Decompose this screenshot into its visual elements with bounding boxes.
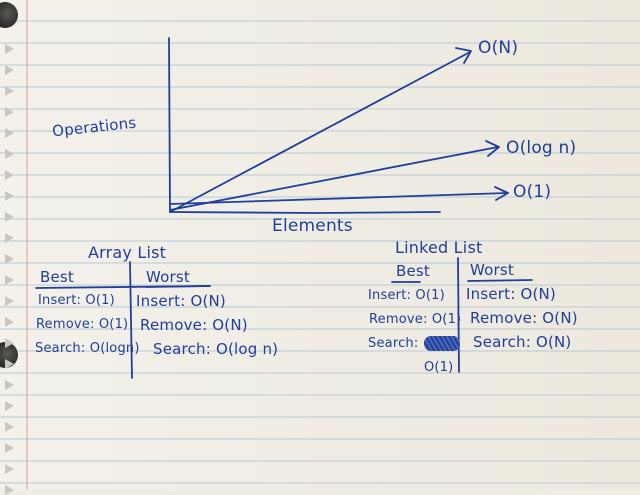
- array-worst-header: Worst: [146, 268, 190, 286]
- perforation-mark: [5, 44, 14, 54]
- linked-best-remove: Remove: O(1): [369, 312, 462, 327]
- linked-list-title: Linked List: [395, 238, 483, 257]
- perforation-mark: [5, 86, 14, 96]
- perforation-mark: [5, 65, 14, 75]
- scribbled-out-text: [424, 336, 460, 351]
- linked-column-divider: [457, 257, 460, 373]
- linked-worst-header: Worst: [470, 261, 514, 279]
- arrowhead-o-n: [455, 47, 472, 64]
- arrowhead-o-1: [494, 186, 509, 201]
- perforation-mark: [5, 275, 14, 285]
- margin-line: [26, 0, 28, 489]
- perforation-mark: [5, 191, 14, 201]
- perforation-mark: [5, 233, 14, 243]
- perforation-mark: [5, 317, 14, 327]
- x-axis-label: Elements: [272, 216, 353, 236]
- binder-hole: [0, 2, 18, 28]
- array-worst-insert: Insert: O(N): [136, 292, 226, 310]
- array-column-divider: [129, 261, 133, 379]
- perforation-mark: [5, 254, 14, 264]
- perforation-mark: [5, 359, 14, 369]
- array-best-remove: Remove: O(1): [36, 317, 129, 332]
- perforation-mark: [5, 149, 14, 159]
- array-best-search: Search: O(logn): [35, 341, 140, 356]
- curve-o-n: [169, 51, 471, 213]
- curve-label-o-n: O(N): [478, 38, 519, 58]
- array-list-title: Array List: [88, 243, 167, 262]
- perforation-mark: [5, 443, 14, 453]
- curve-o-1: [169, 192, 508, 205]
- perforation-mark: [5, 170, 14, 180]
- perforation-mark: [5, 464, 14, 474]
- linked-worst-underline: [467, 279, 533, 282]
- curve-label-o-log-n: O(log n): [506, 138, 577, 158]
- linked-best-search: Search:: [368, 336, 419, 351]
- array-best-header: Best: [40, 268, 75, 286]
- y-axis: [168, 37, 171, 213]
- array-title-underline: [145, 285, 211, 288]
- linked-worst-insert: Insert: O(N): [466, 285, 556, 303]
- perforation-mark: [5, 296, 14, 306]
- perforation-mark: [5, 338, 14, 348]
- array-worst-remove: Remove: O(N): [140, 316, 248, 334]
- perforation-mark: [5, 422, 14, 432]
- perforation-mark: [5, 380, 14, 390]
- linked-best-search-result: O(1): [424, 360, 454, 375]
- linked-best-header: Best: [396, 262, 431, 280]
- linked-best-insert: Insert: O(1): [368, 288, 445, 303]
- arrowhead-o-log-n: [485, 140, 500, 157]
- perforation-mark: [5, 401, 14, 411]
- curve-label-o-1: O(1): [513, 182, 552, 202]
- curve-o-log-n: [169, 146, 499, 211]
- x-axis: [169, 211, 441, 214]
- array-best-insert: Insert: O(1): [38, 293, 115, 308]
- linked-worst-search: Search: O(N): [473, 333, 572, 351]
- array-worst-search: Search: O(log n): [153, 340, 279, 358]
- perforation-mark: [5, 128, 14, 138]
- perforation-mark: [5, 212, 14, 222]
- perforation-mark: [5, 107, 14, 117]
- linked-worst-remove: Remove: O(N): [470, 309, 578, 327]
